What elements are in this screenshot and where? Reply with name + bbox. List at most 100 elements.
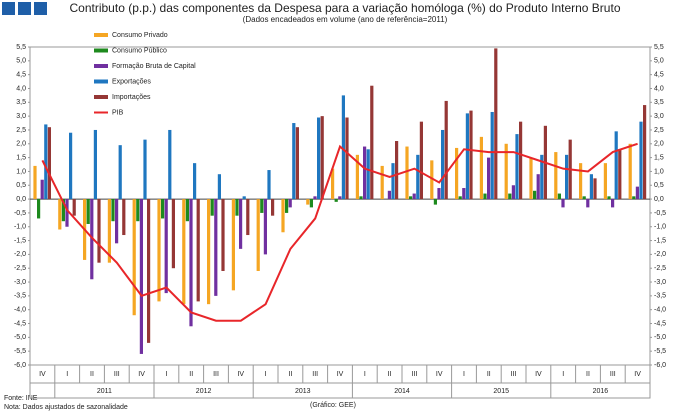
legend-label: PIB [112,109,124,116]
bar [628,143,632,200]
bar [164,199,168,294]
y2-tick-label: -3,5 [654,293,666,300]
bar [271,199,275,216]
bar [122,199,126,236]
y2-tick-label: -1,0 [654,224,666,231]
y-tick-label: -2,5 [14,265,26,272]
bar [603,163,607,200]
bar [504,143,508,200]
bar [618,149,622,200]
x-tick-label: I [364,371,366,378]
bar [317,117,321,200]
y-tick-label: 2,5 [16,127,26,134]
bar [341,95,345,200]
bar [540,154,544,200]
year-label: 2011 [97,388,112,395]
bar [487,157,491,200]
x-tick-label: IV [138,371,145,378]
x-tick-label: II [487,371,491,378]
bar [33,165,37,200]
chart-title: Contributo (p.p.) das componentes da Des… [70,1,621,15]
chart-subtitle: (Dados encadeados em volume (ano de refe… [243,15,448,24]
bar [111,199,115,222]
y2-tick-label: 1,0 [654,168,664,175]
y-tick-label: -4,0 [14,307,26,314]
x-tick-label: II [586,371,590,378]
bar [469,110,473,200]
source: Fonte: INE [4,395,38,402]
x-tick-label: I [562,371,564,378]
bar [536,174,540,200]
x-tick-label: III [213,371,219,378]
y-tick-label: 3,5 [16,99,26,106]
bar [193,163,197,200]
x-tick-label: II [189,371,193,378]
y-tick-label: -5,0 [14,334,26,341]
bar [557,193,561,200]
bar [182,199,186,305]
bar [309,199,313,208]
x-tick-label: IV [39,371,46,378]
bar [441,129,445,200]
y-tick-label: 3,0 [16,113,26,120]
bar [97,199,101,263]
pib-line [41,142,638,322]
legend-label: Exportações [112,78,151,85]
bar [345,117,349,200]
bar [288,199,292,208]
bar [171,199,175,269]
y2-tick-label: 2,5 [654,127,664,134]
bar [189,199,193,327]
logo-square [2,2,15,15]
bar [260,199,264,213]
y-tick-label: 4,5 [16,71,26,78]
bar [483,193,487,200]
bar [157,199,161,302]
bar [256,199,260,271]
x-tick-label: II [288,371,292,378]
bar [515,134,519,200]
bar [72,199,76,216]
y2-tick-label: 5,0 [654,58,664,65]
bar [65,199,69,227]
legend-swatch [94,79,108,84]
y2-tick-label: -4,5 [654,320,666,327]
bar [455,147,459,200]
x-tick-label: III [610,371,616,378]
bar [217,174,221,200]
bar [58,199,62,230]
y2-tick-label: 3,5 [654,99,664,106]
bar [589,174,593,200]
bar [391,163,395,200]
y-tick-label: 2,0 [16,141,26,148]
bar [239,199,243,249]
y-tick-label: -6,0 [14,362,26,369]
bar [511,185,515,200]
bar [380,165,384,200]
bar [207,199,211,305]
y2-tick-label: -2,5 [654,265,666,272]
bar [285,199,289,213]
bar [529,157,533,200]
x-tick-label: I [66,371,68,378]
bar [214,199,218,296]
bar [433,199,437,205]
y2-tick-label: 1,5 [654,154,664,161]
x-tick-label: IV [237,371,244,378]
bar [161,199,165,219]
bar [444,100,448,200]
bar [147,199,151,343]
logo-square [18,2,31,15]
x-tick-label: III [511,371,517,378]
x-tick-label: IV [436,371,443,378]
y2-tick-label: -3,0 [654,279,666,286]
bar [90,199,94,280]
bar [221,199,225,271]
bar [196,199,200,302]
bar [363,146,367,200]
legend-label: Formação Bruta de Capital [112,63,196,70]
bar [586,199,590,208]
y-tick-label: -2,0 [14,251,26,258]
legend-swatch [94,64,108,68]
bar [359,196,363,200]
